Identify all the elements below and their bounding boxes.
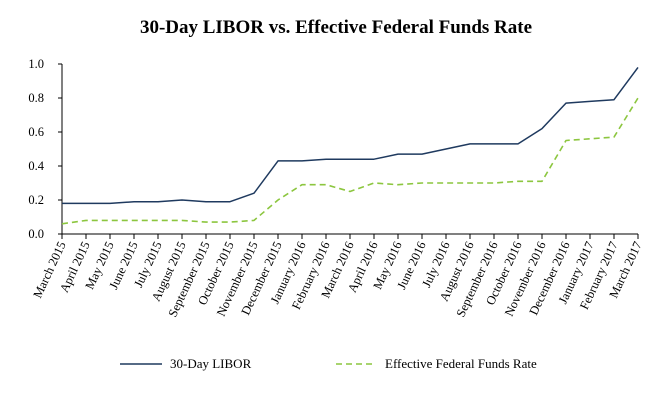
series-lines — [61, 66, 639, 225]
y-tick-label: 0.8 — [28, 91, 44, 105]
legend-label: 30-Day LIBOR — [170, 356, 252, 371]
y-tick-label: 0.2 — [28, 193, 44, 207]
series-line-fed-funds — [61, 97, 639, 225]
y-tick-label: 1.0 — [28, 57, 44, 71]
y-tick-label: 0.6 — [28, 125, 44, 139]
axes — [61, 64, 638, 235]
legend-label: Effective Federal Funds Rate — [385, 356, 537, 371]
chart-title: 30-Day LIBOR vs. Effective Federal Funds… — [140, 17, 532, 38]
series-line-libor — [62, 66, 639, 205]
legend: 30-Day LIBOR Effective Federal Funds Rate — [120, 356, 537, 371]
y-tick-label: 0.4 — [28, 159, 44, 173]
y-tick-label: 0.0 — [28, 227, 44, 241]
y-tick-labels: 0.0 0.2 0.4 0.6 0.8 1.0 — [28, 57, 62, 241]
